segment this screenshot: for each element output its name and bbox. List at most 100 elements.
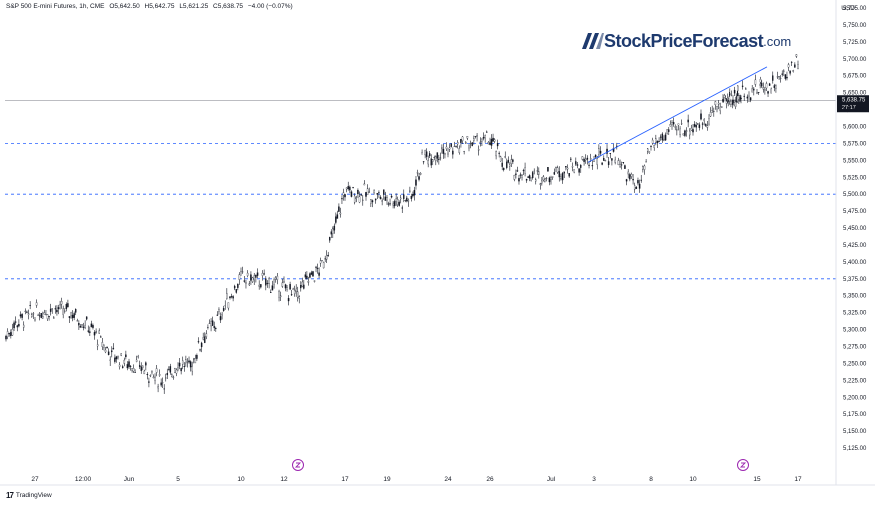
candle <box>256 268 259 279</box>
y-tick-label: 5,125.00 <box>843 446 867 452</box>
candle <box>556 165 559 174</box>
candle <box>384 191 387 201</box>
candle <box>60 297 63 309</box>
candle <box>8 332 10 337</box>
candle <box>655 134 657 146</box>
candle <box>619 159 621 169</box>
candle <box>676 125 678 136</box>
event-marker-icon[interactable] <box>292 459 304 471</box>
candle <box>46 314 49 321</box>
candle <box>719 102 721 115</box>
candle <box>96 339 99 351</box>
candle <box>306 271 308 280</box>
candle <box>373 189 375 195</box>
candle <box>148 377 150 388</box>
candle <box>689 128 691 140</box>
candle <box>598 144 600 158</box>
candle <box>210 318 212 332</box>
candle <box>392 201 394 209</box>
candle <box>713 107 715 117</box>
candle <box>322 261 325 269</box>
candle <box>677 123 680 131</box>
candle <box>581 156 584 161</box>
candle <box>474 136 477 139</box>
candle <box>213 321 215 332</box>
candle <box>333 223 336 234</box>
candle <box>739 94 742 102</box>
event-marker-icon[interactable] <box>737 459 749 471</box>
candle <box>229 296 231 300</box>
candle <box>776 71 779 80</box>
candle <box>379 195 382 200</box>
candle <box>142 365 144 371</box>
candle <box>476 132 478 142</box>
candle <box>172 375 175 380</box>
low-value: L5,621.25 <box>179 3 209 10</box>
candle <box>16 324 19 332</box>
y-tick-label: 5,200.00 <box>843 395 867 401</box>
candle <box>85 316 88 321</box>
candle <box>5 334 7 342</box>
y-tick-label: 5,225.00 <box>843 378 867 384</box>
x-tick-label: 17 <box>341 476 349 483</box>
chart-title-bar: S&P 500 E-mini Futures, 1h, CME O5,642.5… <box>6 3 296 10</box>
candle <box>465 141 467 144</box>
candle <box>189 360 192 372</box>
candle <box>48 315 50 321</box>
y-tick-label: 5,550.00 <box>843 158 867 164</box>
candle <box>67 299 69 308</box>
candle <box>227 302 230 311</box>
candle <box>78 320 80 331</box>
candle <box>575 157 577 166</box>
x-tick-label: 3 <box>592 476 596 483</box>
candle <box>648 151 651 154</box>
candle <box>278 289 280 302</box>
candle <box>563 171 565 179</box>
y-tick-label: 5,275.00 <box>843 345 867 351</box>
candle <box>265 276 267 291</box>
candle <box>188 356 190 364</box>
candle <box>163 384 165 394</box>
candle <box>486 130 488 133</box>
candle <box>120 353 122 357</box>
candle <box>268 276 270 289</box>
candle <box>330 229 333 239</box>
candle <box>444 152 446 159</box>
candle <box>183 362 186 372</box>
candle <box>789 70 791 76</box>
candle <box>398 200 400 207</box>
candle <box>693 121 696 128</box>
candle <box>525 178 528 183</box>
candle <box>59 300 61 310</box>
candle <box>768 82 771 86</box>
candle <box>709 107 712 117</box>
candle <box>431 158 434 166</box>
candle <box>764 86 766 95</box>
candle <box>295 284 297 297</box>
candle <box>790 61 793 66</box>
candle <box>461 136 464 144</box>
candle <box>235 289 238 294</box>
candle <box>784 74 787 81</box>
candle <box>205 330 208 340</box>
y-tick-label: 5,575.00 <box>843 141 867 147</box>
trendline[interactable] <box>587 66 768 163</box>
candle <box>531 170 534 180</box>
candle <box>473 135 475 145</box>
candle <box>128 358 130 369</box>
candle <box>237 283 239 291</box>
candle <box>166 368 169 380</box>
candle <box>196 353 198 361</box>
candle <box>646 147 649 155</box>
candle <box>578 168 580 176</box>
tradingview-label: TradingView <box>15 492 52 499</box>
candle <box>328 236 331 243</box>
candle <box>499 155 502 162</box>
candle <box>89 326 91 337</box>
candle <box>387 201 390 207</box>
candle <box>207 324 209 330</box>
y-tick-label: 5,625.00 <box>843 108 867 114</box>
tradingview-footer[interactable]: 17 TradingView <box>6 491 52 500</box>
candle <box>358 191 361 204</box>
